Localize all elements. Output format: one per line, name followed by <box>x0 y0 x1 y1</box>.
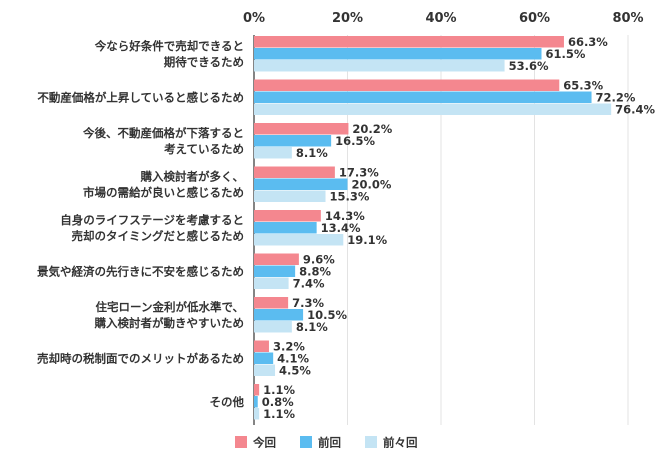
category-label: 売却のタイミングだと感じるため <box>72 229 245 243</box>
x-tick-label: 40% <box>425 11 456 26</box>
value-label: 76.4% <box>615 103 655 117</box>
category-label: 売却時の税制面でのメリットがあるため <box>37 351 244 365</box>
bar <box>254 36 564 48</box>
value-label: 61.5% <box>546 47 586 61</box>
value-label: 66.3% <box>568 35 608 49</box>
category-label: 考えているため <box>164 142 244 156</box>
x-tick-label: 20% <box>332 11 363 26</box>
value-label: 14.3% <box>325 209 365 223</box>
bar <box>254 234 344 246</box>
category-label: 住宅ローン金利が低水準で、 <box>96 300 244 314</box>
value-label: 7.4% <box>293 277 325 291</box>
category-label: 市場の需給が良いと感じるため <box>83 185 244 199</box>
bar <box>254 135 332 147</box>
bar <box>254 253 299 265</box>
bar <box>254 123 349 135</box>
value-label: 8.1% <box>296 320 328 334</box>
x-tick-label: 60% <box>519 11 550 26</box>
bar <box>254 60 505 72</box>
legend-label: 前回 <box>318 436 341 450</box>
legend-swatch <box>235 436 247 448</box>
bar <box>254 222 317 234</box>
legend-label: 前々回 <box>383 436 418 450</box>
value-label: 4.5% <box>279 364 311 378</box>
value-label: 15.3% <box>330 190 370 204</box>
value-label: 17.3% <box>339 166 379 180</box>
category-label: 期待できるため <box>164 55 244 69</box>
value-label: 1.1% <box>263 407 295 421</box>
bar <box>254 91 592 103</box>
value-label: 13.4% <box>321 221 361 235</box>
bar <box>254 79 560 91</box>
value-label: 19.1% <box>347 233 387 247</box>
value-label: 53.6% <box>509 59 549 73</box>
bar <box>254 178 348 190</box>
bar <box>254 166 335 178</box>
bar <box>254 297 289 309</box>
category-label: 不動産価格が上昇していると感じるため <box>37 90 244 104</box>
bar <box>254 352 274 364</box>
value-label: 0.8% <box>262 395 294 409</box>
bar <box>254 147 292 159</box>
value-label: 8.8% <box>299 265 331 279</box>
legend-swatch <box>300 436 312 448</box>
category-label: 自身のライフステージを考慮すると <box>60 213 244 227</box>
value-label: 16.5% <box>335 134 375 148</box>
value-label: 3.2% <box>273 340 305 354</box>
bar <box>254 103 612 115</box>
x-tick-label: 0% <box>243 11 265 26</box>
value-label: 72.2% <box>596 91 636 105</box>
value-label: 20.2% <box>352 122 392 136</box>
value-label: 65.3% <box>563 79 603 93</box>
category-label: 景気や経済の先行きに不安を感じるため <box>36 264 244 278</box>
category-label: 今なら好条件で売却できると <box>94 39 244 53</box>
value-label: 7.3% <box>292 296 324 310</box>
value-label: 10.5% <box>307 308 347 322</box>
value-label: 8.1% <box>296 146 328 160</box>
bar <box>254 48 542 60</box>
bar <box>254 190 326 202</box>
bar <box>254 277 289 289</box>
value-label: 20.0% <box>352 178 392 192</box>
bar <box>254 321 292 333</box>
bar <box>254 408 260 420</box>
category-label: 購入検討者が動きやすいため <box>94 316 245 330</box>
value-label: 1.1% <box>263 383 295 397</box>
x-tick-label: 80% <box>612 11 643 26</box>
bar <box>254 384 260 396</box>
bar <box>254 265 296 277</box>
value-label: 9.6% <box>303 253 335 267</box>
legend-swatch <box>365 436 377 448</box>
bar <box>254 364 276 376</box>
value-label: 4.1% <box>277 352 309 366</box>
category-label: その他 <box>210 395 245 409</box>
bar <box>254 309 304 321</box>
category-label: 購入検討者が多く、 <box>140 169 245 183</box>
bar <box>254 340 269 352</box>
bar <box>254 396 258 408</box>
legend-label: 今回 <box>252 436 276 450</box>
category-label: 今後、不動産価格が下落すると <box>82 126 244 140</box>
bar <box>254 210 321 222</box>
